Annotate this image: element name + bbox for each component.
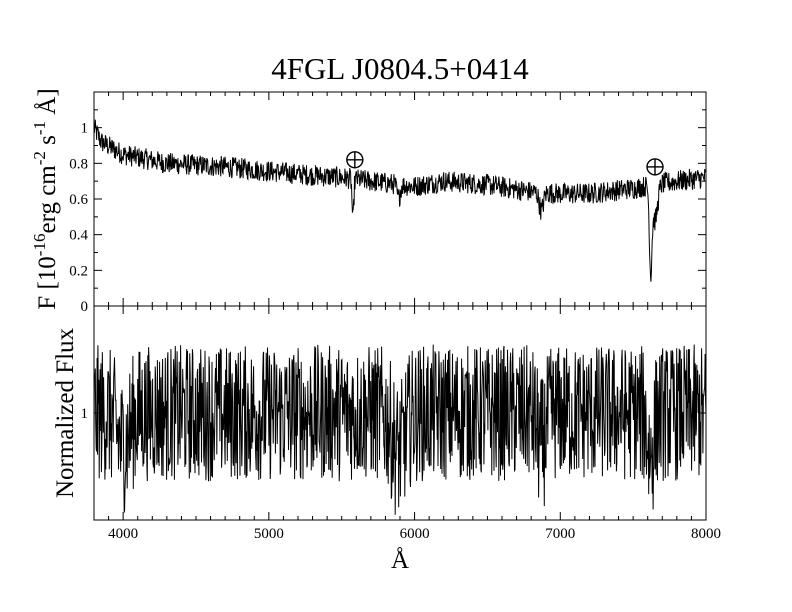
- flux-ylabel-prefix: F [10: [34, 256, 61, 309]
- flux-ylabel-exp2: -2: [30, 151, 49, 165]
- flux-ylabel-end: Å]: [34, 88, 61, 121]
- x-tick-label: 8000: [691, 526, 721, 542]
- flux-spectrum-line: [93, 119, 707, 282]
- telluric-markers: [346, 151, 664, 176]
- y-tick-label: 0.4: [69, 228, 88, 244]
- y-tick-label: 1: [81, 121, 89, 137]
- x-tick-label: 6000: [400, 526, 430, 542]
- x-axis-label: Å: [391, 547, 409, 574]
- y-tick-label: 1: [81, 406, 89, 422]
- normalized-panel: 1 Normalized Flux: [52, 305, 707, 521]
- chart-title: 4FGL J0804.5+0414: [271, 51, 529, 86]
- flux-ylabel-unit: erg cm: [34, 165, 61, 234]
- x-tick-label: 7000: [545, 526, 575, 542]
- y-tick-label: 0.6: [69, 192, 88, 208]
- flux-ylabel-mid: s: [34, 135, 61, 151]
- y-tick-label: 0.2: [69, 263, 88, 279]
- flux-panel: 0 0.2 0.4 0.6 0.8 1 F [10-16erg cm-2 s-1 Å]: [30, 88, 707, 315]
- normalized-spectrum-line: [93, 344, 707, 515]
- svg-text:F [10-16erg cm-2 s-1 Å]: F [10-16erg cm-2 s-1 Å]: [30, 88, 61, 309]
- flux-y-ticks: 0 0.2 0.4 0.6 0.8 1: [69, 109, 706, 315]
- x-tick-label: 5000: [254, 526, 284, 542]
- flux-y-axis-label: F [10-16erg cm-2 s-1 Å]: [30, 88, 61, 309]
- y-tick-label: 0: [81, 299, 89, 315]
- flux-ylabel-exp3: -1: [30, 121, 49, 135]
- x-tick-label: 4000: [108, 526, 138, 542]
- y-tick-label: 0.8: [69, 156, 88, 172]
- normalized-y-axis-label: Normalized Flux: [52, 327, 79, 498]
- x-axis-ticks: 4000 5000 6000 7000 8000: [93, 92, 721, 542]
- flux-ylabel-exp: -16: [30, 234, 49, 257]
